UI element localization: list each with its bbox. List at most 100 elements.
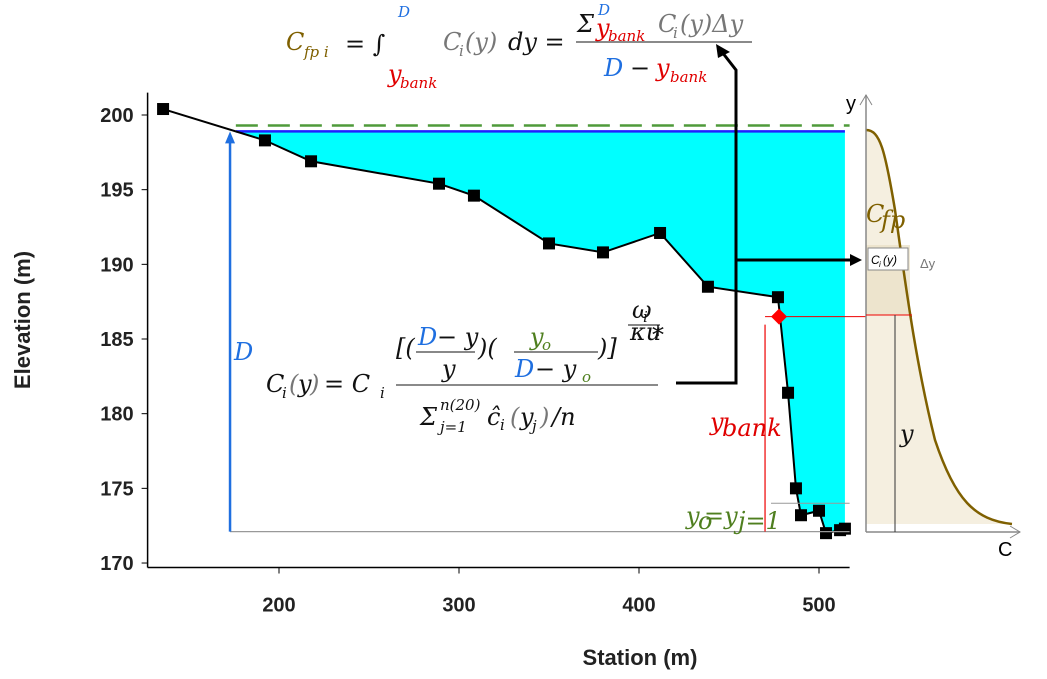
ci-box — [867, 247, 909, 271]
eq-term: ( — [510, 403, 520, 431]
yo-label: y — [685, 502, 700, 530]
eq-term: D — [417, 323, 437, 351]
cfp-label: fp — [879, 206, 905, 234]
yo-label: o — [698, 507, 712, 535]
eq-term: n(20) — [440, 396, 481, 414]
ci-label: (y) — [883, 253, 897, 267]
eq-term: C — [266, 370, 284, 398]
survey-point — [701, 280, 714, 293]
x-axis-title: Station (m) — [583, 645, 698, 670]
eq-term: )] — [597, 334, 617, 362]
survey-point — [838, 522, 851, 535]
eq-term: y — [387, 60, 402, 88]
eq-term: D — [597, 1, 610, 19]
eq-term: ) — [309, 370, 319, 398]
eq-term: = ∫ — [345, 30, 385, 58]
eq-term: ) — [539, 403, 549, 431]
eq-term: j — [529, 417, 537, 435]
x-tick-label: 500 — [802, 595, 835, 617]
eq-term: = C — [324, 370, 370, 398]
y-tick-label: 175 — [100, 478, 133, 500]
eq-term: y — [529, 323, 544, 351]
eq-term: i — [643, 308, 648, 326]
eq-term: Σ — [419, 403, 438, 431]
eq-term: ĉ — [487, 403, 500, 431]
profile-curve — [865, 128, 1013, 526]
eq-term: D — [397, 3, 410, 21]
bank-point — [771, 308, 788, 325]
survey-point — [543, 237, 555, 250]
eq-term: Σ — [576, 10, 595, 38]
survey-point — [795, 509, 807, 522]
dy-label: Δy — [920, 256, 936, 271]
survey-point — [597, 246, 609, 259]
survey-point — [258, 134, 271, 147]
eq-term: − y — [437, 323, 479, 351]
survey-point — [782, 386, 795, 399]
eq-term: fp i — [303, 43, 329, 61]
survey-point — [820, 527, 833, 540]
yo-label: j=1 — [733, 507, 781, 535]
cfp-label: C — [866, 200, 884, 228]
eq-term: (y) — [465, 28, 497, 56]
survey-point — [771, 291, 784, 304]
survey-point — [157, 103, 170, 116]
y-axis-title: Elevation (m) — [10, 251, 35, 389]
eq-term: (y)Δy — [680, 10, 744, 38]
eq-term: D — [603, 54, 623, 82]
arrow-head — [1009, 525, 1021, 539]
eq-term: y — [595, 14, 610, 42]
ci-label: i — [879, 260, 881, 269]
eq-term: − — [630, 54, 650, 82]
y-tick-label: 190 — [100, 254, 133, 276]
eq-term: o — [542, 336, 551, 354]
yo-label: =y — [704, 502, 738, 530]
eq-term: y — [655, 54, 670, 82]
eq-term: κu — [629, 318, 661, 346]
eq-term: i — [500, 416, 505, 434]
x-tick-label: 300 — [442, 595, 475, 617]
y-tick-label: 180 — [100, 404, 133, 426]
ybank-label: bank — [722, 414, 782, 442]
equation-bg — [262, 305, 672, 440]
survey-point — [305, 155, 318, 168]
arrow-head — [850, 254, 862, 266]
eq-term: ω — [632, 296, 652, 324]
y-tick-label: 200 — [100, 105, 133, 127]
x-tick-label: 400 — [622, 595, 655, 617]
chart: 170 175 180 185 190 195 200 200 300 400 500 — [100, 92, 912, 617]
concentration-profile: y C C fp C i (y) Δy y — [846, 93, 1021, 561]
eq-term: bank — [608, 27, 645, 45]
eq-term: C — [286, 28, 304, 56]
eq-term: )( — [477, 334, 497, 362]
survey-point — [467, 189, 480, 202]
eq-term: dy = — [508, 28, 565, 56]
survey-point — [654, 226, 667, 239]
eq-term: * — [652, 321, 664, 349]
eq-term: ( — [289, 370, 299, 398]
arrow-head — [225, 131, 236, 144]
y-tick-label: 170 — [100, 553, 133, 575]
eq-term: bank — [670, 68, 707, 86]
eq-term: C — [443, 28, 461, 56]
eq-term: y — [297, 370, 312, 398]
axis-label: C — [998, 539, 1012, 561]
connector — [676, 51, 738, 385]
eq-term: o — [582, 368, 591, 386]
survey-point — [813, 504, 825, 517]
eq-term: C — [658, 10, 676, 38]
y-label: y — [899, 420, 914, 448]
equation-ci: C i ( y ) = C i [( D − y y )( y o D − y … — [262, 296, 672, 440]
y-tick-label: 195 — [100, 180, 133, 202]
eq-term: i — [673, 24, 678, 42]
eq-term: i — [282, 384, 287, 402]
eq-term: y — [519, 403, 534, 431]
x-tick-label: 200 — [262, 595, 295, 617]
ci-label: C — [871, 253, 880, 267]
eq-term: D — [514, 355, 534, 383]
equation-top: C fp i = ∫ D y bank C i (y) dy = Σ D y b… — [286, 1, 752, 92]
profile-fill — [866, 130, 1012, 524]
y-tick-label: 185 — [100, 329, 133, 351]
arrow-head — [859, 94, 873, 106]
survey-point — [789, 482, 802, 495]
